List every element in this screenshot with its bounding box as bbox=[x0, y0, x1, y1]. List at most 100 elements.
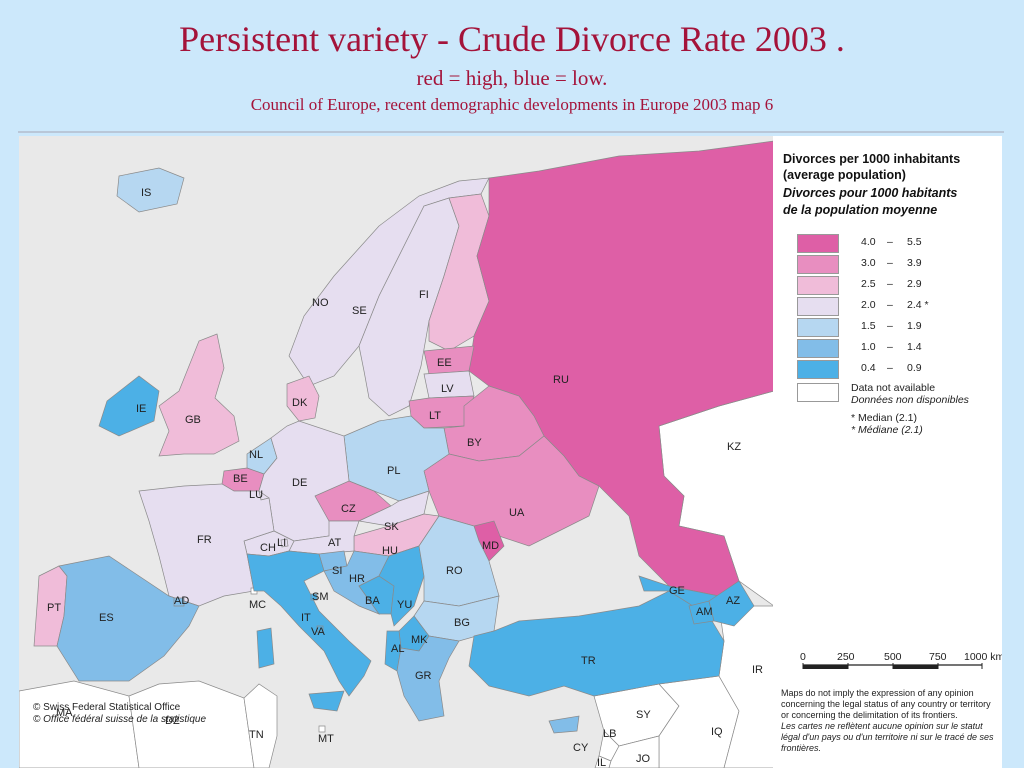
legend-swatch-6 bbox=[797, 339, 839, 358]
legend-range-4: 2.0–2.4 * bbox=[861, 299, 929, 311]
legend-range-6: 1.0–1.4 bbox=[861, 341, 922, 353]
label-LT: LT bbox=[429, 410, 441, 422]
label-CZ: CZ bbox=[341, 503, 356, 515]
label-AD: AD bbox=[174, 595, 189, 607]
legend-na-fr: Données non disponibles bbox=[851, 394, 969, 406]
label-ES: ES bbox=[99, 612, 114, 624]
label-IE: IE bbox=[136, 403, 146, 415]
country-DK bbox=[286, 375, 320, 422]
legend-range-1: 4.0–5.5 bbox=[861, 236, 922, 248]
scale-tick-0: 0 bbox=[800, 651, 806, 663]
label-FR: FR bbox=[197, 534, 212, 546]
label-IL: IL bbox=[597, 757, 606, 768]
legend-swatch-7 bbox=[797, 360, 839, 379]
country-IE bbox=[98, 375, 160, 437]
legend-swatch-2 bbox=[797, 255, 839, 274]
label-UA: UA bbox=[509, 507, 525, 519]
label-LU: LU bbox=[249, 489, 263, 501]
label-LV: LV bbox=[441, 383, 454, 395]
label-DK: DK bbox=[292, 397, 308, 409]
label-VA: VA bbox=[311, 626, 326, 638]
label-NO: NO bbox=[312, 297, 329, 309]
country-IT bbox=[246, 550, 372, 697]
scale-tick-500: 500 bbox=[884, 651, 902, 663]
legend-title-fr-2: de la population moyenne bbox=[783, 203, 938, 217]
label-TR: TR bbox=[581, 655, 596, 667]
country-FR bbox=[138, 483, 275, 607]
legend-median-fr: * Médiane (2.1) bbox=[851, 424, 923, 436]
label-AL: AL bbox=[391, 643, 404, 655]
slide-subtitle: red = high, blue = low. bbox=[416, 66, 608, 90]
label-HU: HU bbox=[382, 545, 398, 557]
label-EE: EE bbox=[437, 357, 452, 369]
slide-title: Persistent variety - Crude Divorce Rate … bbox=[179, 19, 845, 59]
label-BE: BE bbox=[233, 473, 248, 485]
label-PL: PL bbox=[387, 465, 400, 477]
label-RO: RO bbox=[446, 565, 463, 577]
label-SK: SK bbox=[384, 521, 399, 533]
copyright-en: © Swiss Federal Statistical Office bbox=[33, 702, 181, 713]
label-BA: BA bbox=[365, 595, 380, 607]
country-IT-sardinia bbox=[256, 627, 275, 669]
country-CY bbox=[548, 715, 580, 734]
country-TR bbox=[468, 590, 725, 697]
label-CY: CY bbox=[573, 742, 589, 754]
label-IS: IS bbox=[141, 187, 151, 199]
country-JO bbox=[608, 735, 660, 768]
label-MC: MC bbox=[249, 599, 266, 611]
label-TN: TN bbox=[249, 729, 264, 741]
label-IQ: IQ bbox=[711, 726, 723, 738]
legend-title-en-2: (average population) bbox=[783, 168, 906, 182]
label-DZ: DZ bbox=[165, 715, 180, 727]
country-IL bbox=[594, 755, 612, 768]
label-LB: LB bbox=[603, 728, 616, 740]
label-BG: BG bbox=[454, 617, 470, 629]
label-SM: SM bbox=[312, 591, 329, 603]
label-DE: DE bbox=[292, 477, 307, 489]
country-TN bbox=[243, 683, 278, 768]
label-AM: AM bbox=[696, 606, 713, 618]
scale-bar-graphic bbox=[802, 663, 983, 669]
label-NL: NL bbox=[249, 449, 263, 461]
map-disclaimer: Maps do not imply the expression of any … bbox=[781, 688, 1001, 754]
country-AZ bbox=[708, 580, 755, 627]
label-YU: YU bbox=[397, 599, 412, 611]
country-AD bbox=[173, 597, 185, 607]
label-JO: JO bbox=[636, 753, 651, 765]
label-CH: CH bbox=[260, 542, 276, 554]
legend-range-3: 2.5–2.9 bbox=[861, 278, 922, 290]
slide-source: Council of Europe, recent demographic de… bbox=[250, 95, 774, 114]
label-LI: LI bbox=[277, 537, 286, 549]
label-BY: BY bbox=[467, 437, 482, 449]
country-labels: IS NO SE FI RU EE LV LT DK GB IE NL BE L… bbox=[47, 187, 763, 768]
legend-range-5: 1.5–1.9 bbox=[861, 320, 922, 332]
label-PT: PT bbox=[47, 602, 61, 614]
legend-title-fr-1: Divorces pour 1000 habitants bbox=[783, 186, 958, 200]
label-KZ: KZ bbox=[727, 441, 741, 453]
country-SM bbox=[310, 593, 318, 601]
legend-median-en: * Median (2.1) bbox=[851, 412, 917, 424]
label-GB: GB bbox=[185, 414, 201, 426]
label-GE: GE bbox=[669, 585, 685, 597]
legend-swatch-5 bbox=[797, 318, 839, 337]
scale-tick-750: 750 bbox=[929, 651, 947, 663]
country-LI bbox=[280, 538, 289, 548]
map-legend: Divorces per 1000 inhabitants (average p… bbox=[773, 136, 1002, 768]
label-SY: SY bbox=[636, 709, 651, 721]
label-RU: RU bbox=[553, 374, 569, 386]
label-SI: SI bbox=[332, 565, 342, 577]
label-IR: IR bbox=[752, 664, 763, 676]
copyright: © Swiss Federal Statistical Office © Off… bbox=[33, 702, 206, 726]
country-VA bbox=[316, 625, 324, 633]
label-FI: FI bbox=[419, 289, 429, 301]
legend-swatch-1 bbox=[797, 234, 839, 253]
scale-tick-1000: 1000 km bbox=[964, 651, 1002, 663]
label-IT: IT bbox=[301, 612, 311, 624]
label-AZ: AZ bbox=[726, 595, 740, 607]
disclaimer-fr: Les cartes ne reflètent aucune opinion s… bbox=[781, 721, 994, 753]
country-UA bbox=[423, 435, 600, 547]
label-AT: AT bbox=[328, 537, 342, 549]
header-divider bbox=[18, 131, 1004, 133]
country-RO bbox=[418, 515, 500, 607]
legend-swatch-4 bbox=[797, 297, 839, 316]
